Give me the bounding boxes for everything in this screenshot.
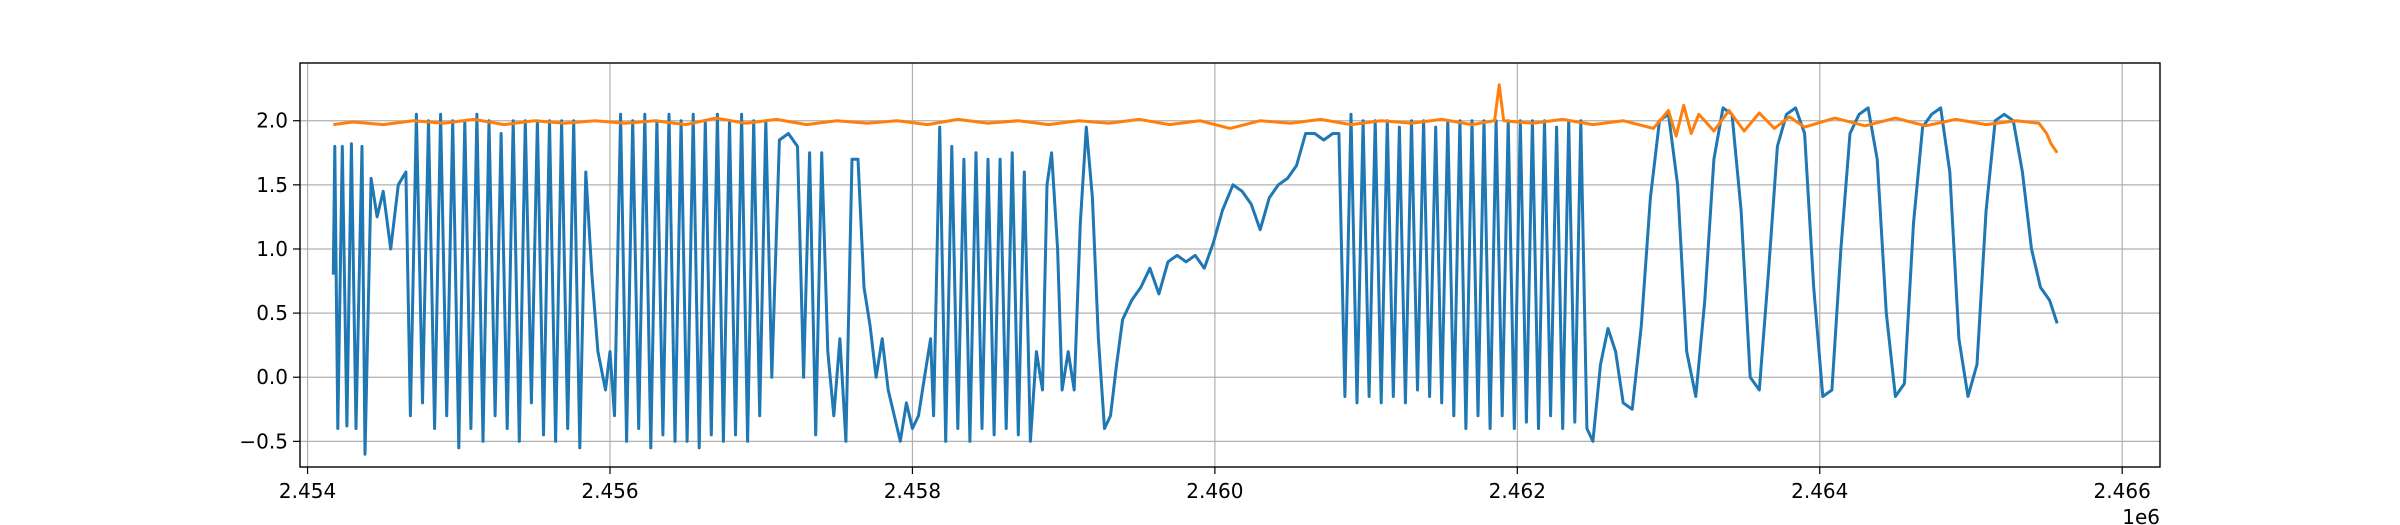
y-tick-label: 0.0 xyxy=(256,365,288,389)
x-tick-label: 2.462 xyxy=(1489,479,1546,503)
x-tick-label: 2.456 xyxy=(581,479,638,503)
axis-ticks: 2.454 2.456 2.458 2.460 2.462 2.464 2.466 −0.5 0… xyxy=(239,109,2150,503)
x-offset-label: 1e6 xyxy=(2122,505,2160,525)
x-tick-label: 2.454 xyxy=(279,479,336,503)
y-tick-label: 0.5 xyxy=(256,301,288,325)
y-tick-label: 1.0 xyxy=(256,237,288,261)
x-tick-label: 2.458 xyxy=(884,479,941,503)
y-tick-label: 2.0 xyxy=(256,109,288,133)
x-tick-label: 2.466 xyxy=(2094,479,2151,503)
y-tick-label: −0.5 xyxy=(239,429,288,453)
series-line-series-1 xyxy=(331,106,2059,456)
x-tick-label: 2.460 xyxy=(1186,479,1243,503)
series-line-series-2 xyxy=(333,83,2059,154)
chart-series xyxy=(331,83,2059,456)
plot-frame xyxy=(299,62,2161,468)
x-tick-label: 2.464 xyxy=(1791,479,1848,503)
y-tick-label: 1.5 xyxy=(256,173,288,197)
